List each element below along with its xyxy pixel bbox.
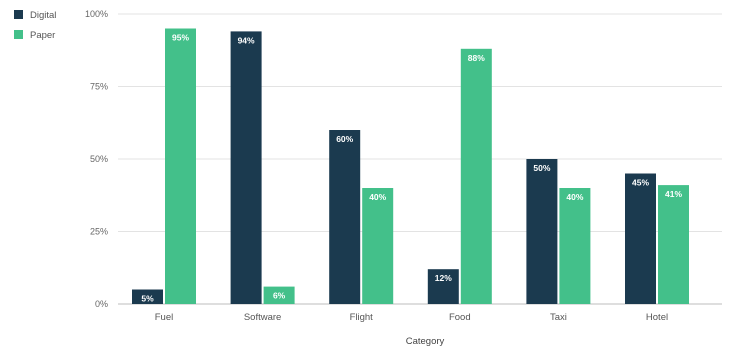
y-tick-label: 75% [90, 82, 108, 92]
data-label: 6% [273, 291, 286, 301]
bars [132, 28, 689, 305]
legend-label: Digital [30, 10, 56, 21]
x-tick-label: Fuel [155, 312, 173, 323]
bar-paper-hotel [658, 185, 689, 304]
bar-digital-software [230, 31, 262, 305]
x-tick-label: Taxi [550, 312, 567, 323]
y-tick-label: 25% [90, 227, 108, 237]
bar-digital-food [427, 269, 459, 304]
bar-digital-fuel [132, 289, 163, 304]
bar-digital-taxi [526, 159, 558, 304]
data-label: 95% [172, 33, 189, 43]
y-axis-ticks: 0% 25% 50% 75% 100% [85, 9, 108, 309]
y-tick-label: 50% [90, 154, 108, 164]
x-tick-label: Software [244, 312, 282, 323]
data-label: 41% [665, 189, 682, 199]
data-label: 50% [533, 163, 550, 173]
data-label: 12% [435, 273, 452, 283]
x-axis-title: Category [406, 336, 445, 347]
bar-paper-flight [362, 188, 394, 304]
legend: Digital Paper [14, 10, 56, 41]
data-label: 94% [238, 35, 255, 45]
legend-swatch-paper [14, 30, 23, 39]
bar-digital-flight [329, 130, 361, 304]
data-label: 88% [468, 53, 485, 63]
data-label: 60% [336, 134, 353, 144]
x-tick-label: Flight [350, 312, 374, 323]
bar-paper-taxi [559, 188, 591, 304]
gridlines [118, 13, 722, 305]
legend-swatch-digital [14, 10, 23, 19]
x-axis-ticks: Fuel Software Flight Food Taxi Hotel [155, 312, 668, 323]
bar-paper-software [263, 286, 295, 304]
x-tick-label: Food [449, 312, 471, 323]
data-label: 40% [566, 192, 583, 202]
data-label: 45% [632, 178, 649, 188]
bar-digital-hotel [625, 173, 656, 304]
y-tick-label: 100% [85, 9, 108, 19]
y-tick-label: 0% [95, 299, 108, 309]
bar-paper-food [460, 48, 492, 304]
data-label: 40% [369, 192, 386, 202]
bar-paper-fuel [165, 28, 196, 304]
x-tick-label: Hotel [646, 312, 668, 323]
data-label: 5% [141, 294, 154, 304]
data-labels: 5% 95% 94% 6% 60% 40% 12% 88% 50% 40% 45% 41% [141, 33, 682, 304]
legend-label: Paper [30, 30, 55, 41]
